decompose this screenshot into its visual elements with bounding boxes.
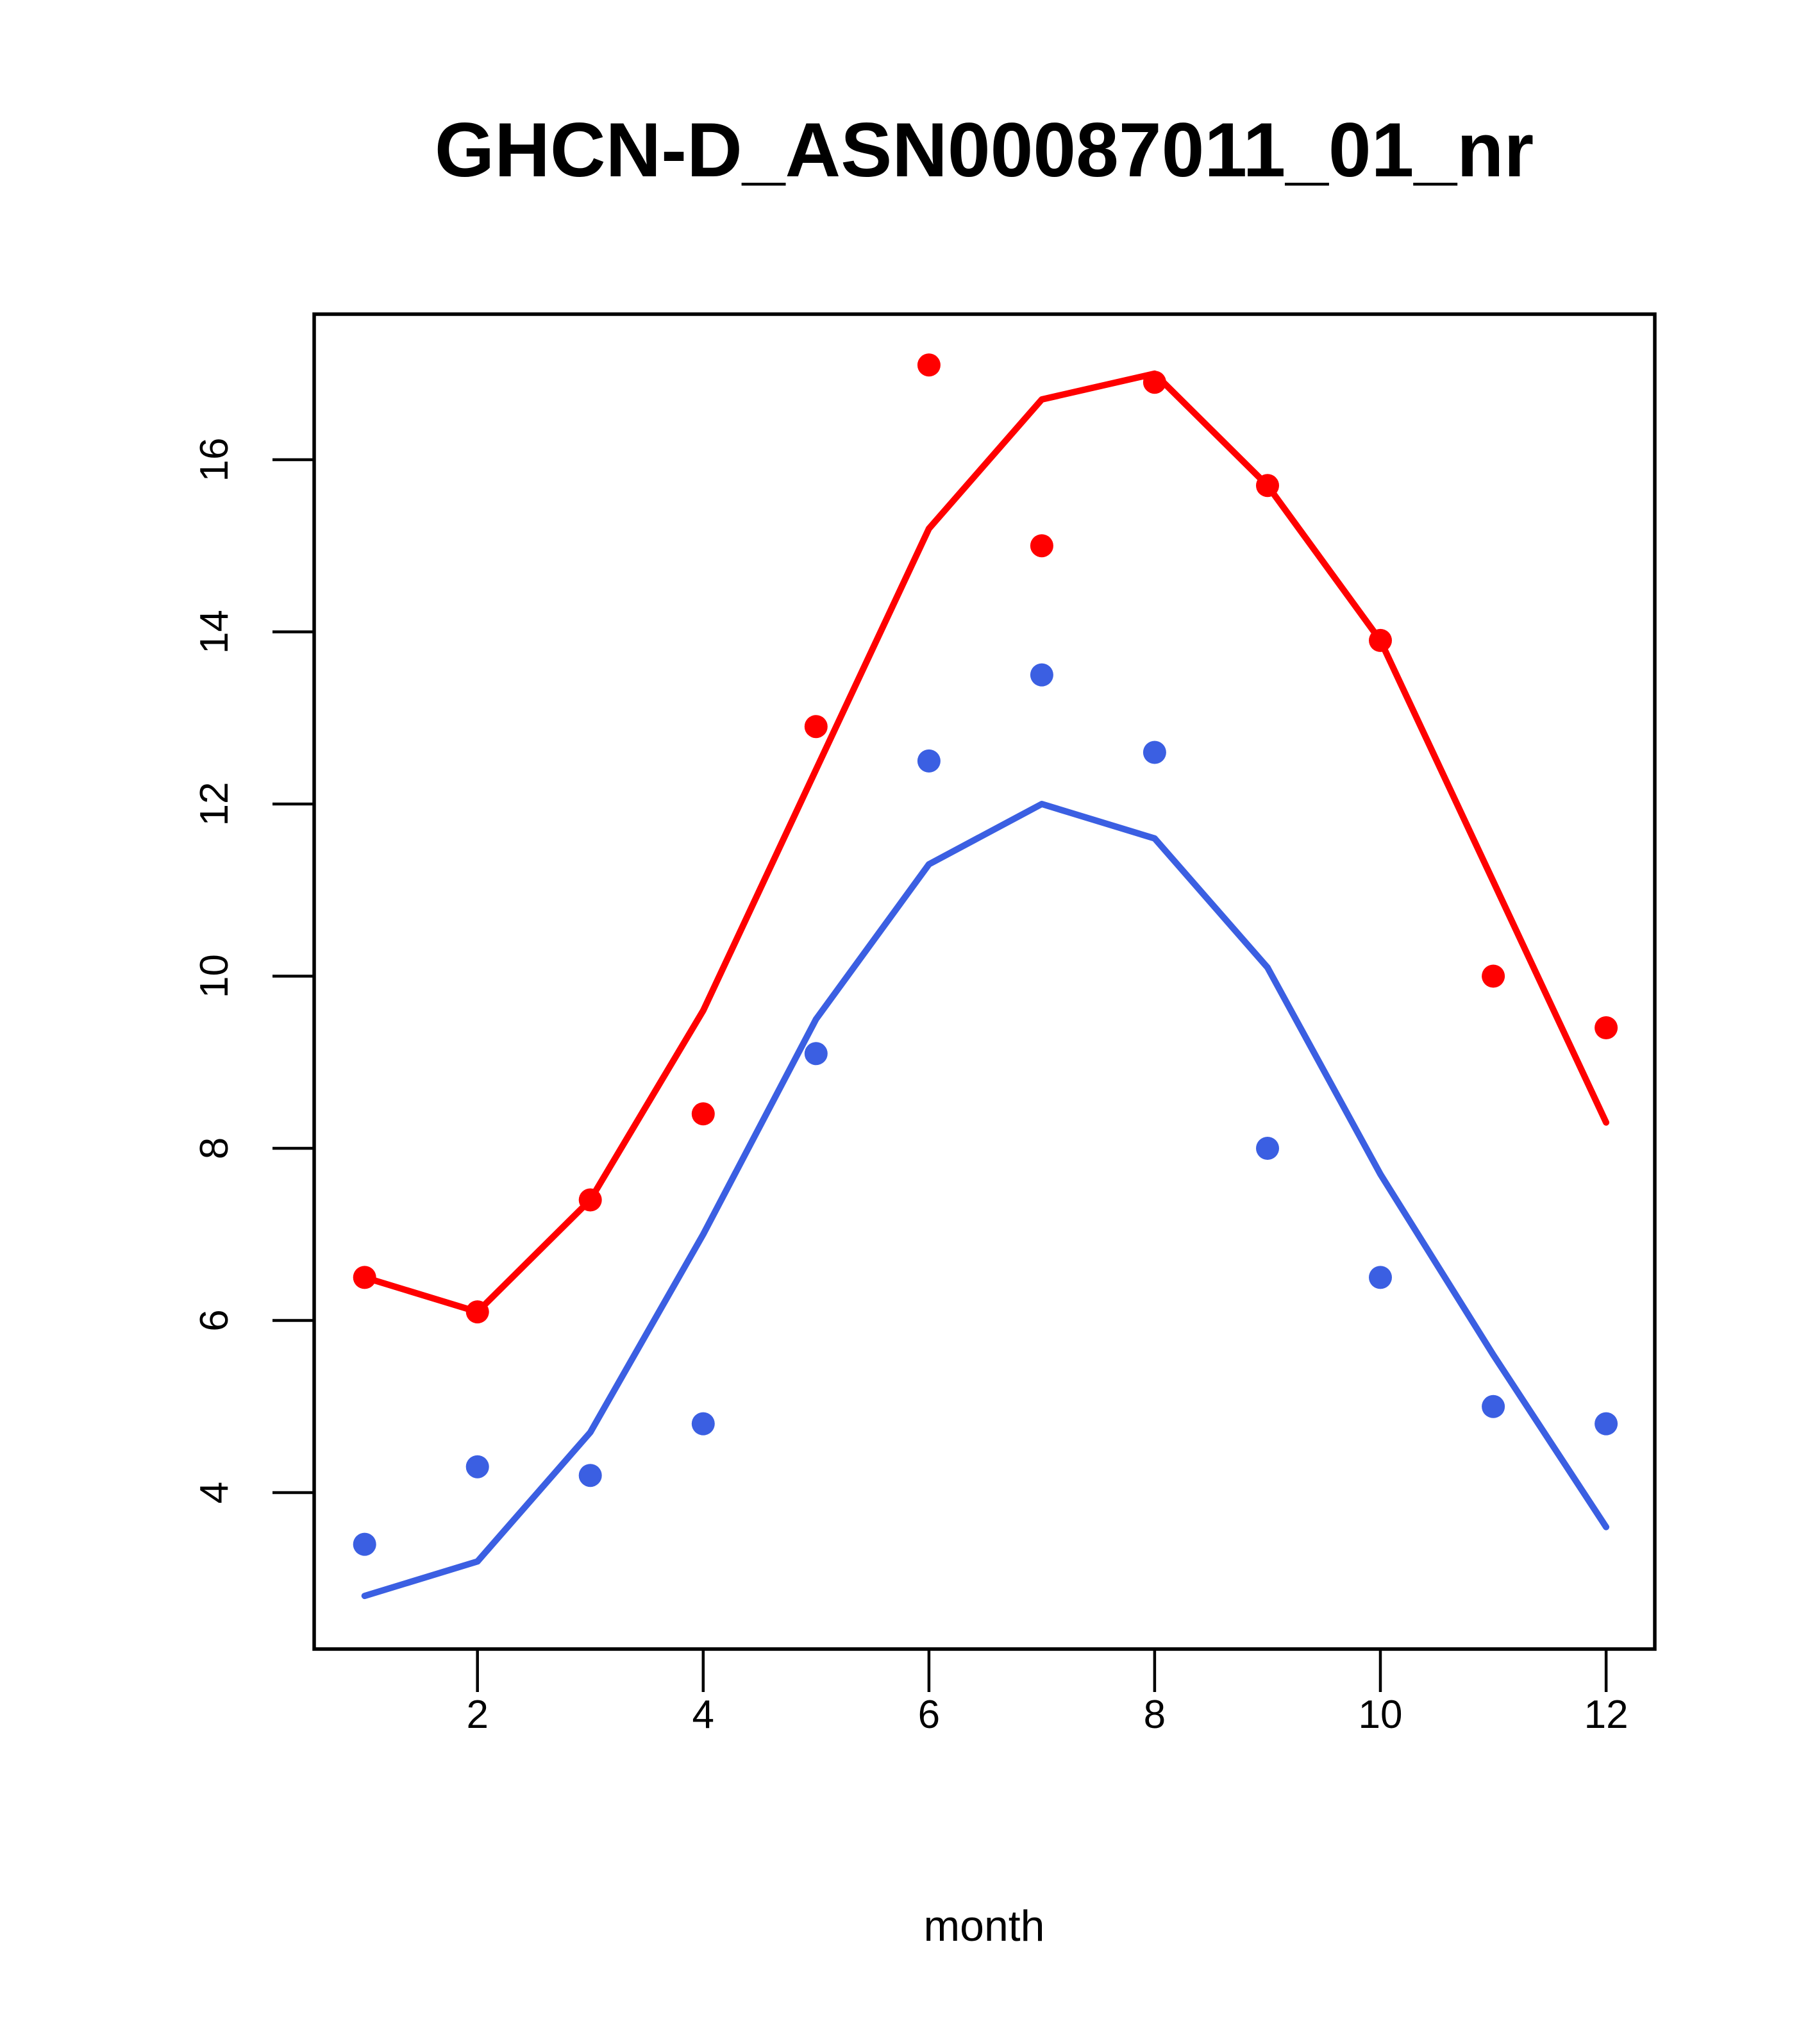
svg-text:4: 4 xyxy=(192,1482,237,1504)
svg-text:8: 8 xyxy=(192,1137,237,1159)
svg-text:14: 14 xyxy=(192,610,237,654)
svg-text:10: 10 xyxy=(1359,1693,1403,1737)
svg-text:2: 2 xyxy=(466,1693,488,1737)
svg-text:month: month xyxy=(924,1902,1045,1950)
svg-text:10: 10 xyxy=(192,954,237,998)
svg-text:GHCN-D_ASN00087011_01_nr: GHCN-D_ASN00087011_01_nr xyxy=(435,107,1534,193)
svg-text:6: 6 xyxy=(918,1693,940,1737)
svg-text:12: 12 xyxy=(192,782,237,826)
svg-text:12: 12 xyxy=(1584,1693,1629,1737)
svg-text:8: 8 xyxy=(1144,1693,1166,1737)
svg-text:6: 6 xyxy=(192,1309,237,1331)
svg-text:4: 4 xyxy=(692,1693,714,1737)
svg-text:16: 16 xyxy=(192,438,237,482)
